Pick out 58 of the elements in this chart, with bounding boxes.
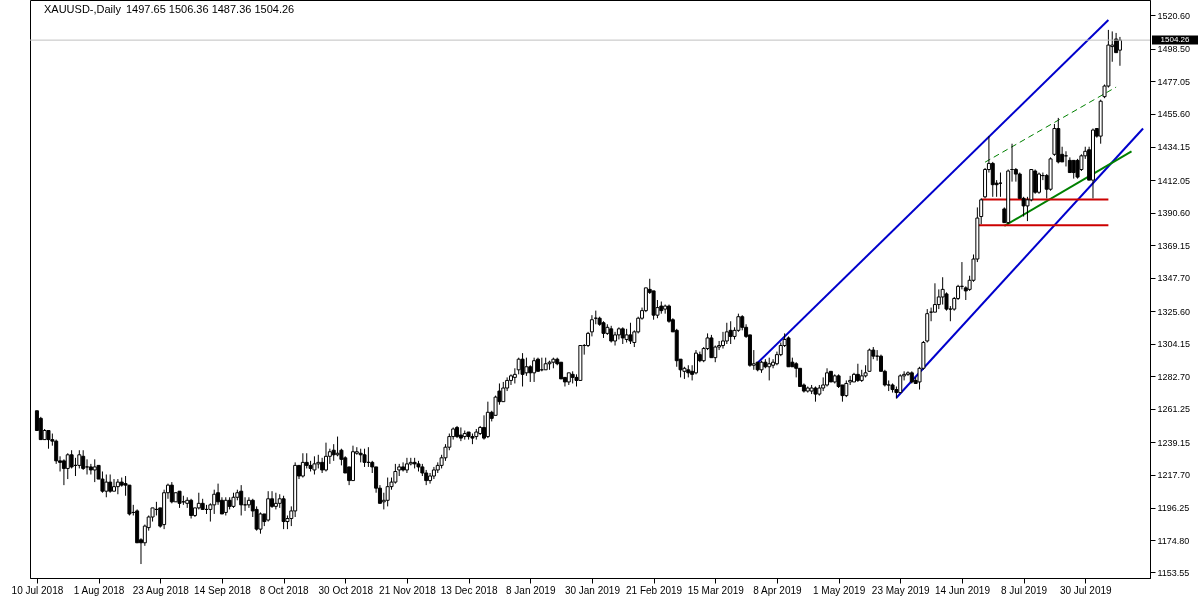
x-tick-label: 8 Oct 2018: [259, 584, 309, 596]
candlestick: [61, 458, 66, 486]
x-tick-label: 21 Feb 2019: [626, 584, 683, 596]
x-tick-label: 23 May 2019: [871, 584, 931, 596]
candlestick: [1075, 158, 1080, 180]
x-tick-label: 1 May 2019: [812, 584, 866, 596]
y-tick-label: 1217.70: [1157, 470, 1191, 481]
y-tick-label: 1390.60: [1157, 208, 1191, 219]
x-tick-label: 30 Jan 2019: [564, 584, 621, 596]
y-tick-label: 1455.60: [1157, 109, 1191, 120]
candlestick: [112, 478, 117, 492]
y-tick-label: 1239.15: [1157, 437, 1191, 448]
candlestick: [501, 381, 506, 403]
y-tick-label: 1369.15: [1157, 240, 1191, 251]
y-tick-label: 1434.15: [1157, 142, 1191, 153]
y-tick-label: 1520.60: [1157, 10, 1191, 21]
y-tick-label: 1477.05: [1157, 76, 1191, 87]
candlestick: [88, 463, 93, 476]
y-tick-label: 1498.50: [1157, 44, 1191, 55]
candlestick: [92, 458, 97, 483]
x-tick-label: 21 Nov 2018: [379, 584, 437, 596]
candlestick: [104, 474, 109, 498]
x-tick-label: 14 Sep 2018: [194, 584, 252, 596]
candlestick: [1117, 36, 1122, 67]
candlestick: [239, 484, 244, 516]
ref-line-label: 1504.26: [1160, 35, 1191, 45]
candlestick: [724, 322, 729, 345]
x-tick-label: 10 Jul 2018: [11, 584, 64, 596]
chart-title: XAUUSD-,Daily: [44, 3, 122, 15]
candlestick: [115, 478, 120, 495]
y-tick-label: 1347.70: [1157, 273, 1191, 284]
x-tick-label: 14 Jun 2019: [934, 584, 991, 596]
y-tick-label: 1325.60: [1157, 306, 1191, 317]
candlestick: [266, 490, 271, 523]
x-tick-label: 30 Oct 2018: [318, 584, 374, 596]
y-tick-label: 1153.55: [1157, 567, 1190, 578]
x-tick-label: 23 Aug 2018: [132, 584, 190, 596]
candlestick: [85, 458, 90, 476]
y-tick-label: 1412.05: [1157, 175, 1191, 186]
x-tick-label: 8 Jan 2019: [506, 584, 556, 596]
candlestick: [273, 492, 278, 510]
x-tick-label: 15 Mar 2019: [687, 584, 745, 596]
x-tick-label: 1 Aug 2018: [73, 584, 125, 596]
x-tick-label: 30 Jul 2019: [1059, 584, 1113, 596]
x-tick-label: 8 Jul 2019: [1001, 584, 1048, 596]
x-tick-label: 8 Apr 2019: [753, 584, 803, 596]
candlestick: [81, 449, 86, 471]
chart-subtitle: 1497.65 1506.36 1487.36 1504.26: [126, 3, 295, 15]
y-tick-label: 1282.70: [1157, 371, 1191, 382]
x-tick-label: 13 Dec 2018: [440, 584, 498, 596]
y-tick-label: 1196.25: [1157, 503, 1190, 514]
candlestick: [108, 474, 113, 494]
y-tick-label: 1174.80: [1157, 535, 1190, 546]
candlestick: [767, 357, 772, 381]
y-tick-label: 1261.25: [1157, 404, 1191, 415]
candlestick: [246, 496, 251, 509]
candlestick: [524, 357, 529, 377]
y-tick-label: 1304.15: [1157, 339, 1191, 350]
